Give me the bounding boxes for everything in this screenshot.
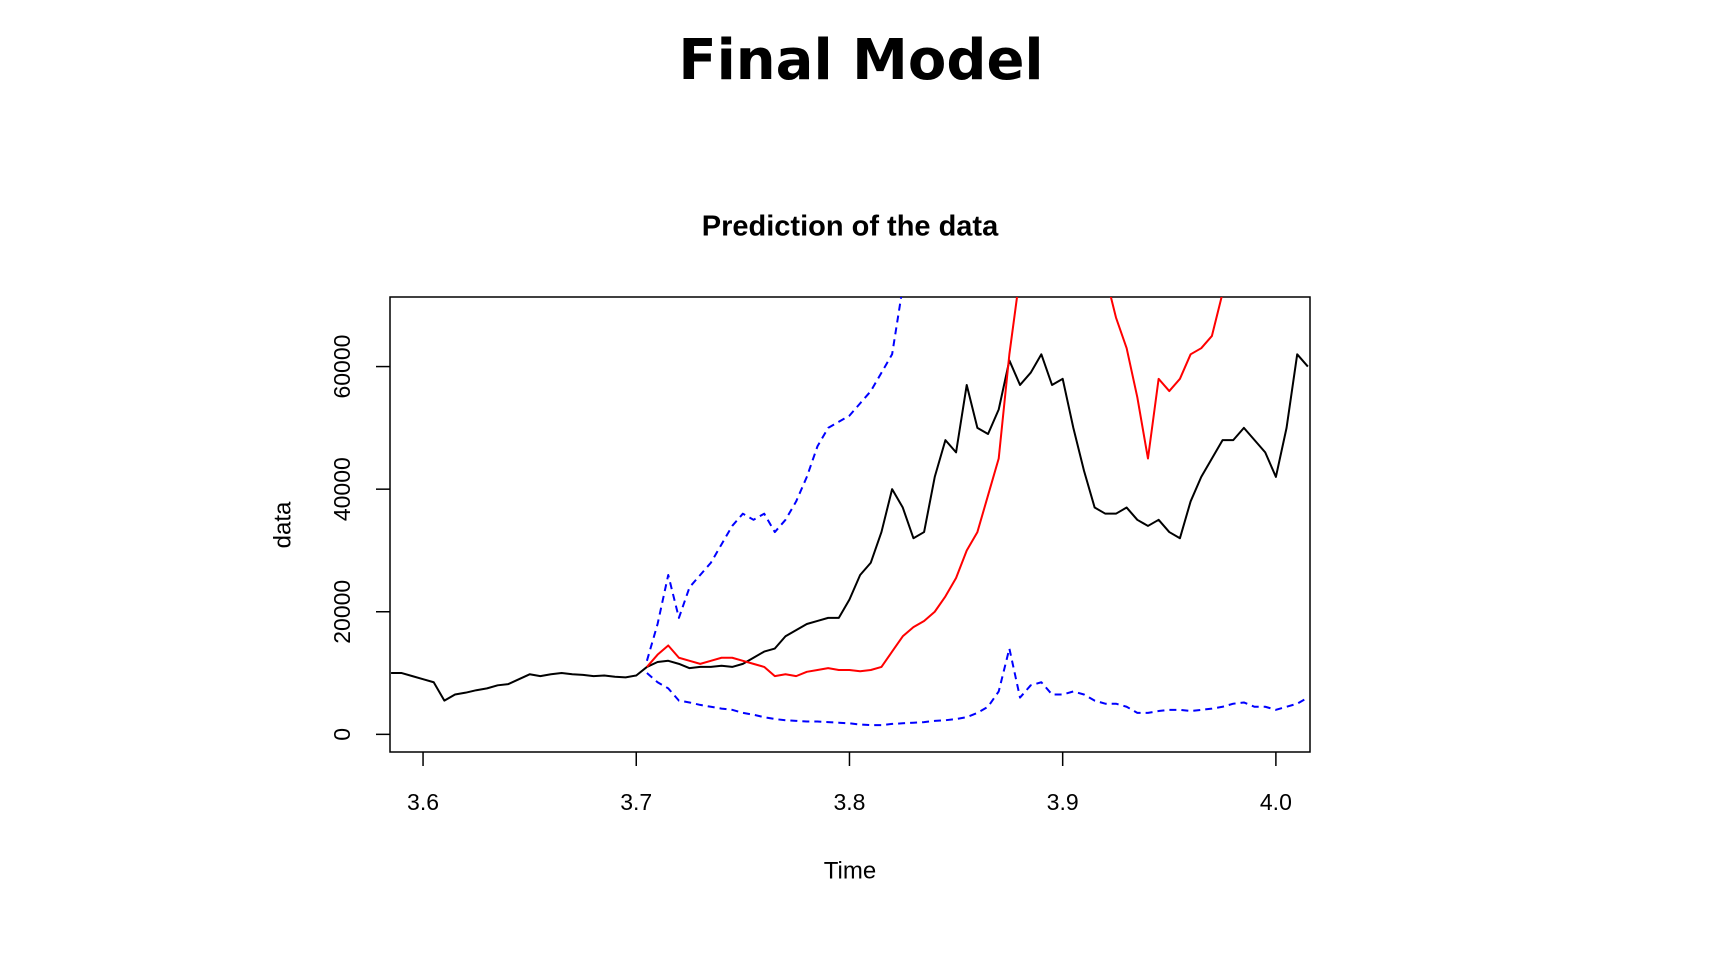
y-tick-label: 0 bbox=[329, 728, 355, 741]
chart-title: Prediction of the data bbox=[702, 211, 999, 243]
plot-frame bbox=[389, 296, 1311, 753]
x-axis-label: Time bbox=[824, 857, 876, 884]
series-line bbox=[391, 353, 1309, 702]
y-axis-label: data bbox=[269, 501, 296, 548]
y-tick-label: 20000 bbox=[329, 580, 355, 644]
x-tick-label: 3.6 bbox=[407, 789, 439, 815]
series-line bbox=[646, 647, 1309, 727]
series-line bbox=[645, 297, 903, 662]
x-tick-label: 4.0 bbox=[1260, 789, 1292, 815]
x-tick-label: 3.8 bbox=[833, 789, 865, 815]
x-tick-label: 3.7 bbox=[620, 789, 652, 815]
x-tick-label: 3.9 bbox=[1047, 789, 1079, 815]
series-line bbox=[646, 297, 1223, 678]
y-tick-label: 60000 bbox=[329, 335, 355, 399]
slide-title: Final Model bbox=[678, 28, 1043, 93]
plot-area bbox=[391, 297, 1309, 727]
y-tick-label: 40000 bbox=[329, 457, 355, 521]
